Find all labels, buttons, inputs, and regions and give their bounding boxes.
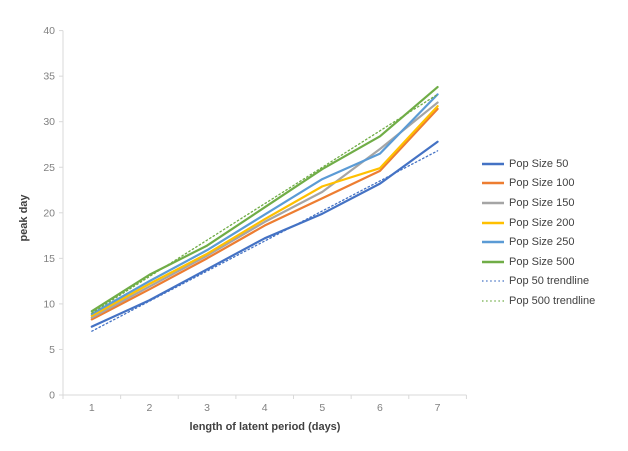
legend-label: Pop Size 200	[509, 216, 575, 229]
line-swatch-icon	[482, 221, 504, 224]
legend-label: Pop Size 50	[509, 157, 569, 170]
legend-label: Pop Size 100	[509, 177, 575, 190]
y-tick-label: 15	[43, 253, 55, 265]
chart-legend: Pop Size 50 Pop Size 100 Pop Size 150 Pop S…	[482, 154, 595, 311]
y-tick-label: 40	[43, 25, 55, 37]
series-line-pop-500-trendline	[91, 93, 439, 314]
line-swatch-icon	[482, 162, 504, 166]
x-tick-label: 6	[377, 402, 383, 414]
x-tick-label: 1	[89, 402, 95, 414]
x-tick-label: 4	[262, 402, 268, 414]
y-tick-label: 20	[43, 207, 55, 219]
y-tick-label: 5	[49, 344, 55, 356]
series-line-pop-size-100	[90, 107, 439, 321]
y-tick-label: 30	[43, 116, 55, 128]
legend-item-pop-size-100: Pop Size 100	[482, 174, 595, 194]
legend-item-pop-size-50: Pop Size 50	[482, 154, 595, 174]
legend-label: Pop Size 500	[509, 255, 575, 268]
line-swatch-icon	[482, 260, 504, 264]
legend-item-pop-size-200: Pop Size 200	[482, 213, 595, 233]
line-swatch-icon	[482, 182, 504, 185]
x-tick-label: 5	[319, 402, 325, 414]
x-axis-title: length of latent period (days)	[189, 421, 341, 433]
series-line-pop-size-150	[90, 101, 439, 319]
legend-label: Pop Size 250	[509, 236, 575, 249]
line-swatch-icon	[482, 240, 504, 244]
x-tick-label: 3	[204, 402, 210, 414]
dotted-line-swatch-icon	[482, 300, 504, 302]
legend-item-pop-size-250: Pop Size 250	[482, 232, 595, 252]
series-line-pop-size-200	[90, 105, 439, 317]
legend-item-pop-size-150: Pop Size 150	[482, 193, 595, 213]
y-tick-label: 0	[49, 390, 55, 402]
dotted-line-swatch-icon	[482, 280, 504, 283]
line-swatch-icon	[482, 201, 504, 205]
legend-item-pop-50-trendline: Pop 50 trendline	[482, 272, 595, 292]
series-line-pop-50-trendline	[91, 150, 439, 332]
y-tick-label: 35	[43, 71, 55, 83]
y-axis-title: peak day	[18, 194, 30, 242]
legend-label: Pop 500 trendline	[509, 294, 596, 307]
x-tick-label: 2	[147, 402, 153, 414]
legend-item-pop-500-trendline: Pop 500 trendline	[482, 291, 595, 311]
series-line-pop-size-50	[90, 140, 439, 328]
y-tick-label: 25	[43, 162, 55, 174]
x-tick-label: 7	[435, 402, 441, 414]
legend-label: Pop Size 150	[509, 196, 575, 209]
y-tick-label: 10	[43, 298, 55, 310]
legend-item-pop-size-500: Pop Size 500	[482, 252, 595, 272]
legend-label: Pop 50 trendline	[509, 275, 590, 288]
series-line-pop-size-500	[90, 85, 439, 313]
series-line-pop-size-250	[90, 93, 439, 316]
